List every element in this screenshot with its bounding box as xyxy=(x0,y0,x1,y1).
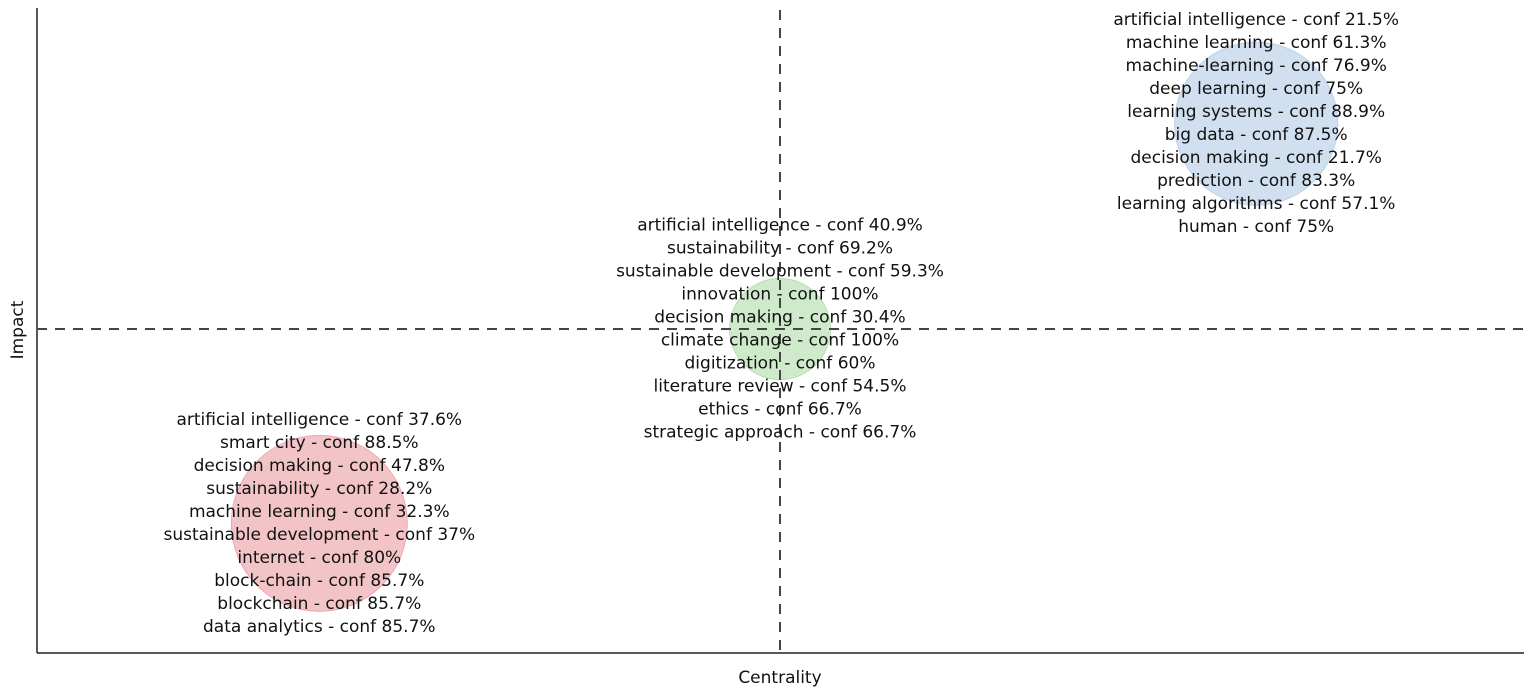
x-axis-title: Centrality xyxy=(738,668,821,688)
axes xyxy=(36,8,1524,654)
quadrant-lines xyxy=(37,10,1524,653)
cluster-2-label: digitization - conf 60% xyxy=(685,354,876,374)
cluster-bubble-3 xyxy=(1174,41,1339,206)
cluster-1-label: artificial intelligence - conf 37.6% xyxy=(176,410,462,430)
cluster-2-label: artificial intelligence - conf 40.9% xyxy=(637,216,923,236)
cluster-3-label: decision making - conf 21.7% xyxy=(1130,148,1381,168)
cluster-2-label: literature review - conf 54.5% xyxy=(654,377,907,397)
cluster-1-label: sustainability - conf 28.2% xyxy=(206,479,432,499)
cluster-3-label: human - conf 75% xyxy=(1178,217,1334,237)
cluster-2-label: sustainable development - conf 59.3% xyxy=(616,262,944,282)
cluster-3-label: machine-learning - conf 76.9% xyxy=(1125,56,1386,76)
cluster-1-label: block-chain - conf 85.7% xyxy=(214,571,424,591)
cluster-1-label: machine learning - conf 32.3% xyxy=(189,502,450,522)
cluster-3-label: deep learning - conf 75% xyxy=(1149,79,1363,99)
cluster-3-label: machine learning - conf 61.3% xyxy=(1126,33,1387,53)
cluster-2-label: ethics - conf 66.7% xyxy=(698,400,862,420)
cluster-2-label: climate change - conf 100% xyxy=(661,331,899,351)
cluster-3-label: learning systems - conf 88.9% xyxy=(1127,102,1385,122)
cluster-3-label: big data - conf 87.5% xyxy=(1165,125,1348,145)
cluster-3-label: prediction - conf 83.3% xyxy=(1157,171,1355,191)
cluster-2-label: innovation - conf 100% xyxy=(681,285,878,305)
cluster-2-label: decision making - conf 30.4% xyxy=(654,308,905,328)
cluster-bubble-1 xyxy=(230,434,408,612)
cluster-2-label: strategic approach - conf 66.7% xyxy=(644,423,917,443)
label-layer: artificial intelligence - conf 37.6% smar… xyxy=(163,10,1399,637)
cluster-3-label: artificial intelligence - conf 21.5% xyxy=(1113,10,1399,30)
cluster-1-label: decision making - conf 47.8% xyxy=(194,456,445,476)
cluster-1-label: smart city - conf 88.5% xyxy=(220,433,419,453)
cluster-3-label: learning algorithms - conf 57.1% xyxy=(1117,194,1396,214)
cluster-1-label: sustainable development - conf 37% xyxy=(163,525,475,545)
cluster-1-label: internet - conf 80% xyxy=(237,548,401,568)
y-axis-title: Impact xyxy=(8,300,28,359)
cluster-2-label: sustainability - conf 69.2% xyxy=(667,239,893,259)
cluster-1-label: blockchain - conf 85.7% xyxy=(217,594,421,614)
cluster-1-label: data analytics - conf 85.7% xyxy=(203,617,436,637)
